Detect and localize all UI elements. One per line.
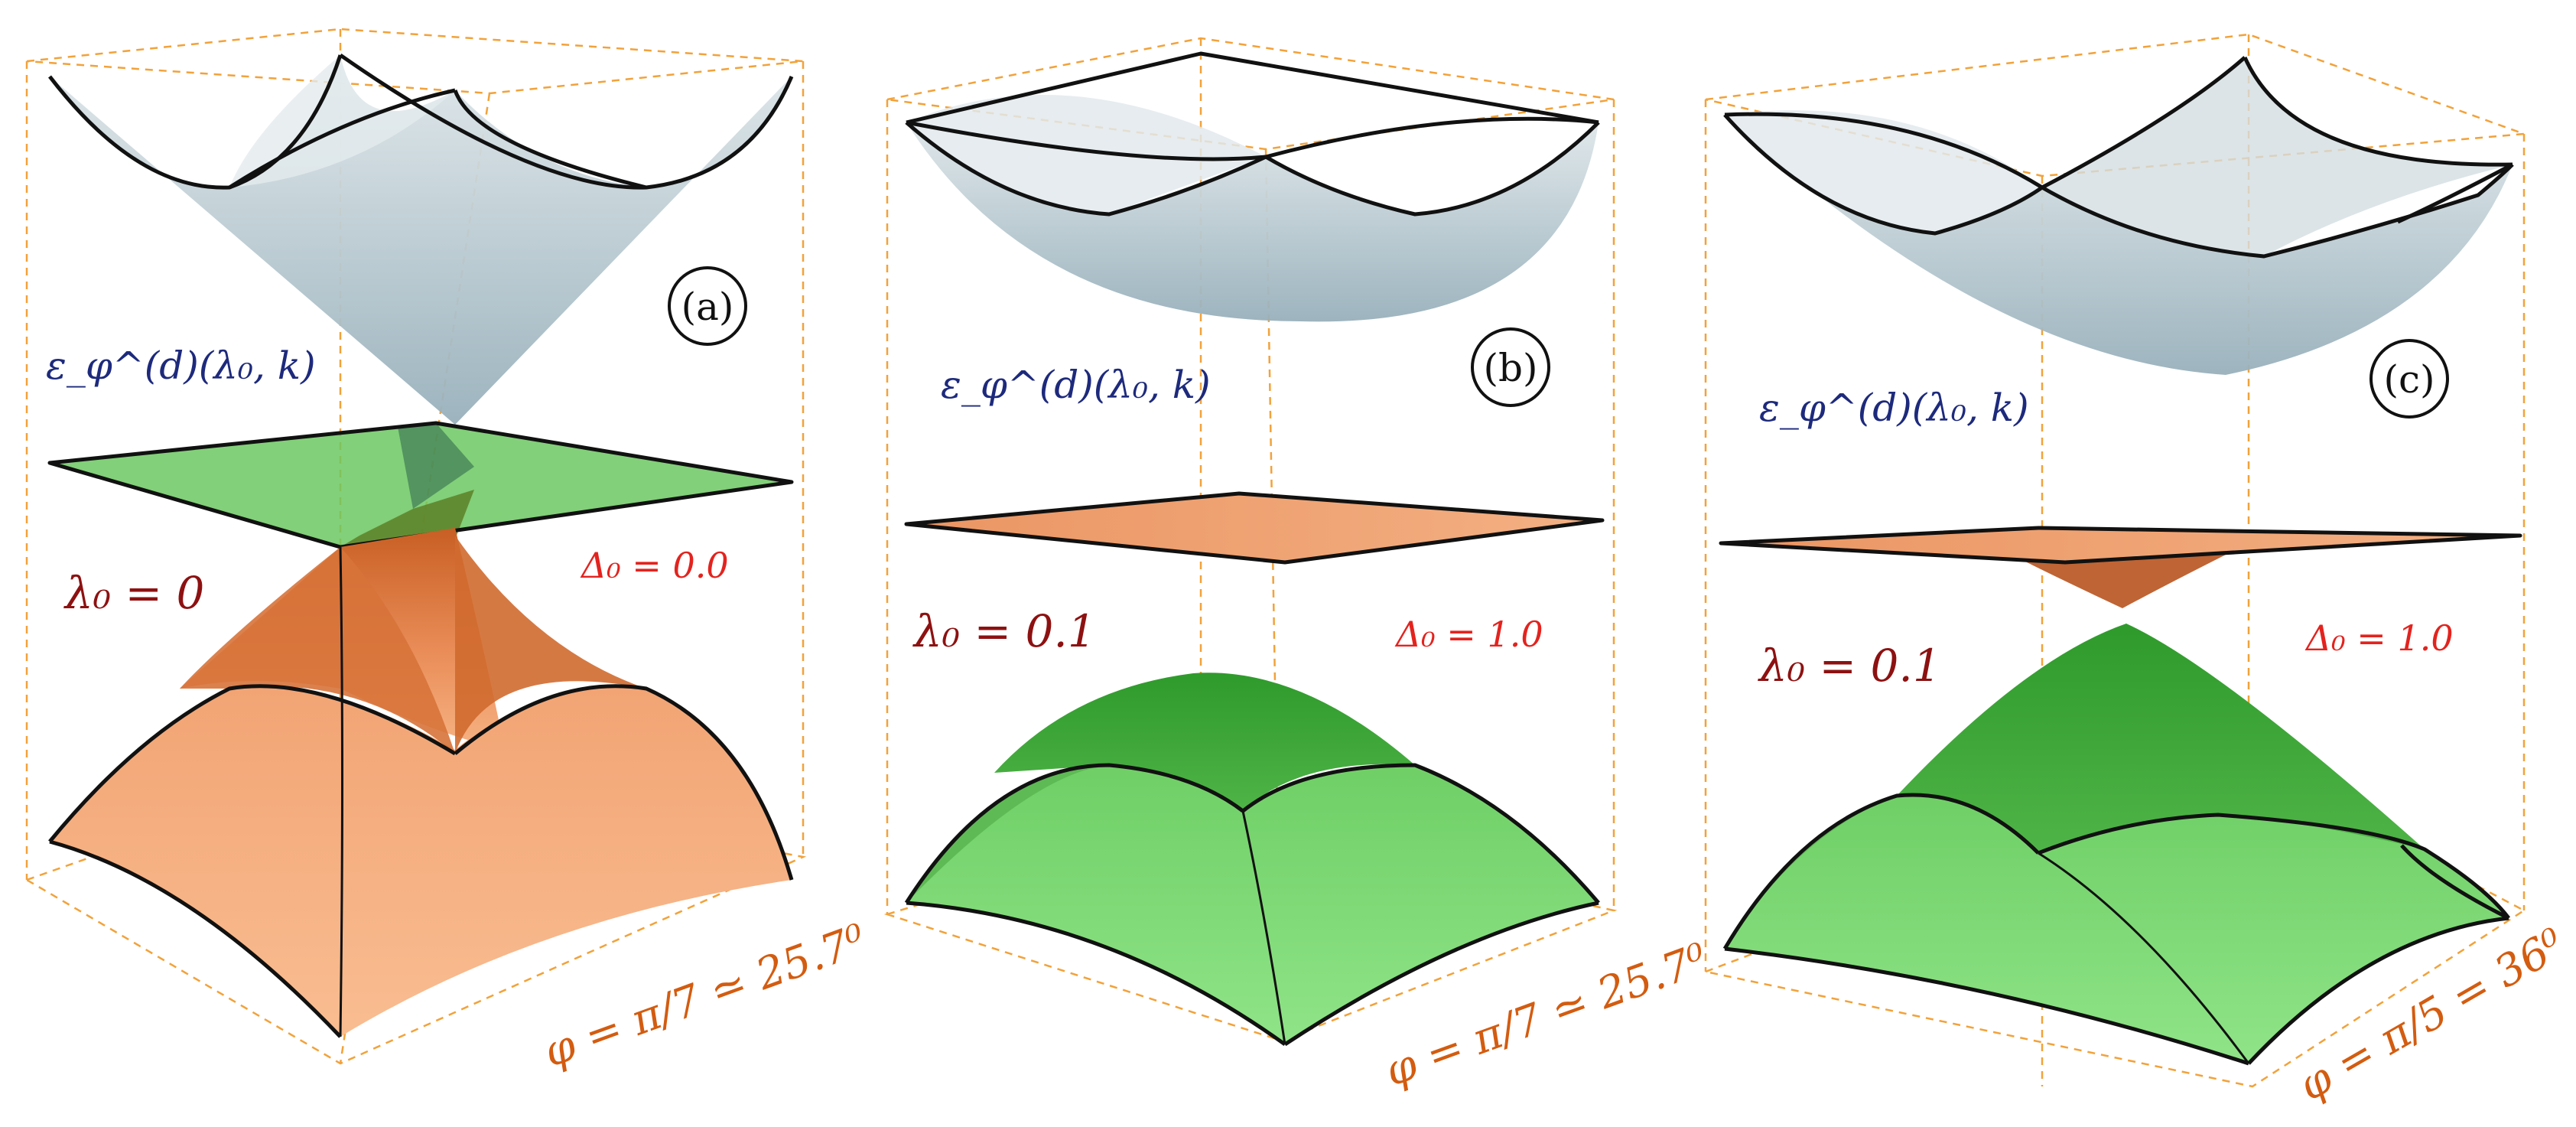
delta-label-c: Δ₀ = 1.0: [2304, 617, 2454, 659]
energy-label-a: ε_φ^(d)(λ₀, k): [46, 344, 316, 388]
lower-cone-a: [48, 528, 794, 1038]
lambda-label-a: λ₀ = 0: [63, 567, 204, 619]
lambda-label-c: λ₀ = 0.1: [1758, 640, 1941, 692]
tag-a: (a): [668, 266, 747, 346]
flat-band-b: [904, 491, 1605, 565]
tag-c: (c): [2369, 339, 2449, 419]
tag-b: (b): [1471, 327, 1550, 407]
flat-band-a: [47, 421, 794, 549]
upper-band-c: [1723, 56, 2514, 375]
lambda-label-b: λ₀ = 0.1: [912, 605, 1096, 657]
upper-band-b: [905, 51, 1600, 322]
panel-c: (c) ε_φ^(d)(λ₀, k) λ₀ = 0.1 Δ₀ = 1.0 φ =…: [1702, 33, 2573, 1111]
delta-label-b: Δ₀ = 1.0: [1394, 614, 1543, 655]
tag-c-label: (c): [2383, 357, 2435, 402]
energy-label-c: ε_φ^(d)(λ₀, k): [1759, 386, 2029, 430]
tag-b-label: (b): [1483, 346, 1537, 390]
delta-label-a: Δ₀ = 0.0: [580, 545, 729, 586]
panel-b: (b) ε_φ^(d)(λ₀, k) λ₀ = 0.1 Δ₀ = 1.0 φ =…: [883, 37, 1714, 1096]
tag-a-label: (a): [681, 285, 734, 329]
phi-label-a: φ = π/7 ≃ 25.7⁰: [538, 915, 873, 1077]
lower-band-b: [904, 673, 1600, 1047]
lower-band-c: [1722, 624, 2510, 1066]
energy-label-b: ε_φ^(d)(λ₀, k): [941, 363, 1211, 407]
panel-a: (a) ε_φ^(d)(λ₀, k) λ₀ = 0 Δ₀ = 0.0 φ = π…: [24, 28, 873, 1077]
flat-band-c: [1719, 526, 2522, 608]
upper-cone-a: [48, 53, 794, 425]
